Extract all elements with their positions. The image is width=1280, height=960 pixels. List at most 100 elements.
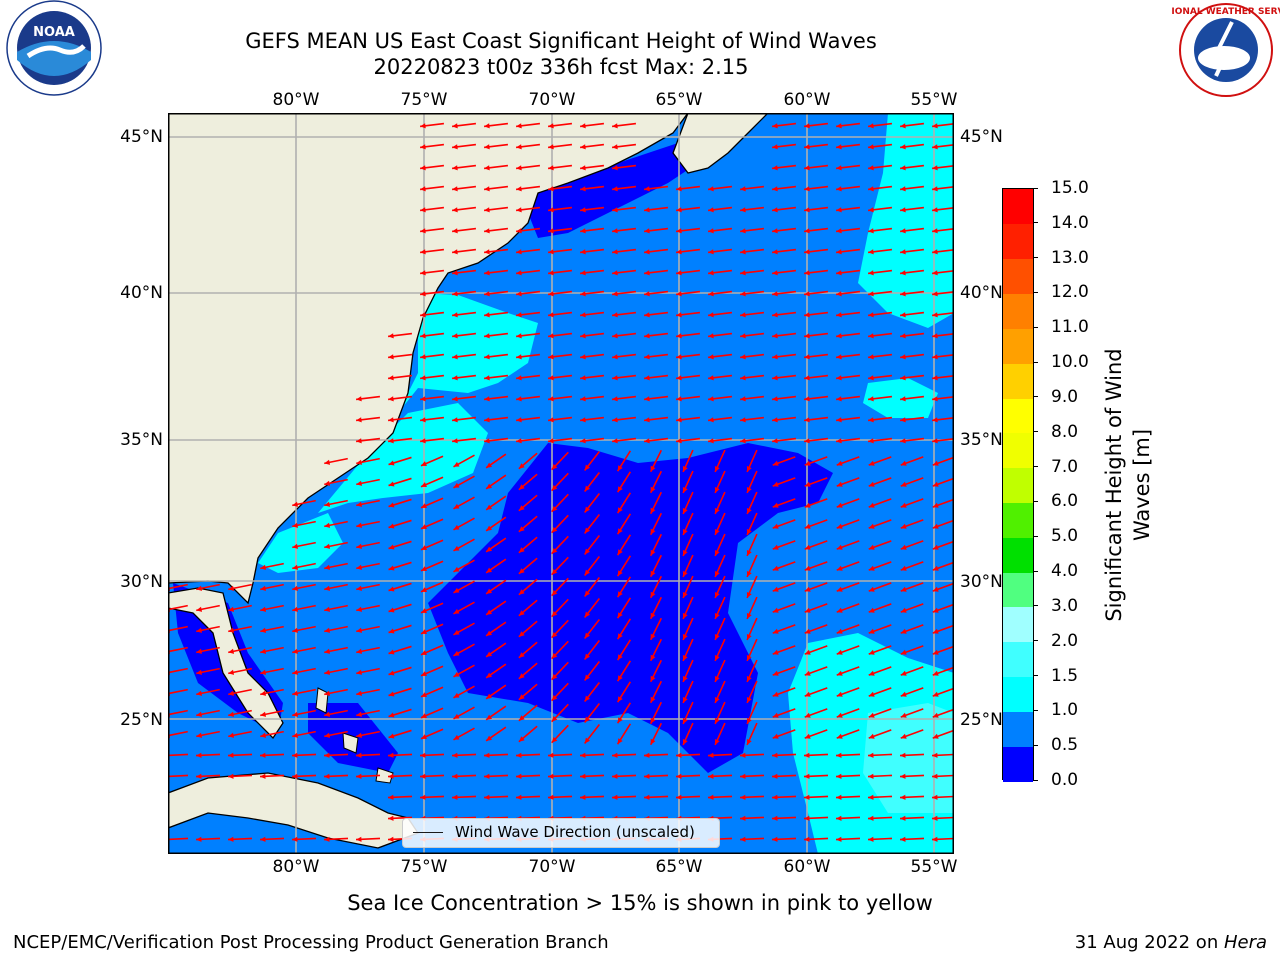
legend-label: Wind Wave Direction (unscaled) xyxy=(455,823,695,841)
wave-arrow-head xyxy=(836,186,842,192)
wave-arrow-head xyxy=(676,270,682,276)
wave-arrow-head xyxy=(804,417,810,423)
wave-arrow-head xyxy=(420,207,426,213)
colorbar-band xyxy=(1003,432,1033,469)
wave-arrow-head xyxy=(518,652,525,658)
wave-arrow-head xyxy=(260,648,267,654)
wave-arrow-head xyxy=(804,649,811,655)
wave-arrow-head xyxy=(932,502,939,508)
wave-arrow-head xyxy=(388,502,395,508)
wave-arrow-head xyxy=(772,312,778,318)
wave-arrow-head xyxy=(260,627,267,633)
wave-arrow-head xyxy=(453,524,460,530)
wave-arrow-head xyxy=(388,733,395,739)
wave-arrow-head xyxy=(900,502,907,508)
wave-arrow-head xyxy=(484,144,490,150)
wave-arrow-head xyxy=(356,648,363,654)
wave-arrow-head xyxy=(484,291,490,297)
wave-arrow-head xyxy=(740,836,746,842)
wave-arrow-head xyxy=(484,375,490,381)
wave-arrow-head xyxy=(516,417,522,423)
wave-arrow-head xyxy=(612,752,618,758)
wave-arrow-head xyxy=(324,711,331,717)
wave-arrow-head xyxy=(196,648,203,654)
wave-arrow-head xyxy=(868,836,874,842)
wave-arrow-head xyxy=(580,270,586,276)
wave-arrow-head xyxy=(740,375,746,381)
wave-arrow-head xyxy=(292,627,299,633)
lat-right-30n: 30°N xyxy=(960,572,1003,592)
wave-arrow-head xyxy=(836,523,843,529)
lon-top-80w: 80°W xyxy=(272,90,320,110)
colorbar-tick-mark xyxy=(1033,466,1038,468)
wave-arrow-head xyxy=(868,396,874,402)
wave-arrow-head xyxy=(453,587,460,593)
colorbar-tick-mark xyxy=(1033,535,1038,537)
wave-arrow-head xyxy=(420,375,426,381)
wave-arrow-head xyxy=(836,165,842,171)
colorbar-band xyxy=(1003,711,1033,747)
wave-arrow-head xyxy=(772,354,778,360)
noaa-logo: NOAA xyxy=(0,0,110,100)
wave-arrow-head xyxy=(676,354,682,360)
wave-arrow-head xyxy=(324,752,330,758)
wave-arrow-head xyxy=(836,649,843,655)
wave-arrow-head xyxy=(746,612,752,619)
wave-arrow-head xyxy=(650,549,656,556)
wave-arrow-head xyxy=(196,627,203,633)
wave-arrow-head xyxy=(518,526,525,532)
wave-arrow-head xyxy=(551,505,558,512)
wave-arrow-head xyxy=(420,461,427,466)
wave-arrow-head xyxy=(388,523,395,529)
wave-arrow-head xyxy=(292,752,298,758)
wave-arrow-head xyxy=(932,586,939,592)
wave-arrow-head xyxy=(356,606,363,612)
wave-arrow-head xyxy=(836,628,843,634)
wave-arrow-head xyxy=(484,270,490,276)
wave-arrow-head xyxy=(772,523,779,529)
wave-arrow-head xyxy=(584,485,591,492)
wave-arrow-head xyxy=(356,836,362,842)
wave-arrow-head xyxy=(548,354,554,360)
map-border xyxy=(168,113,954,854)
wave-arrow-head xyxy=(746,507,752,514)
wave-arrow-head xyxy=(260,669,267,675)
wave-arrow-head xyxy=(324,606,331,612)
wave-arrow-head xyxy=(836,249,842,255)
wave-arrow-head xyxy=(708,354,714,360)
wave-arrow-head xyxy=(584,737,591,744)
wave-arrow-head xyxy=(420,734,427,739)
footer-branch: NCEP/EMC/Verification Post Processing Pr… xyxy=(13,932,609,953)
colorbar-tick-label: 10.0 xyxy=(1051,352,1089,373)
wave-arrow-head xyxy=(932,544,939,550)
wave-arrow-head xyxy=(650,507,656,514)
wave-arrow-head xyxy=(452,438,458,444)
wave-arrow-head xyxy=(644,438,650,444)
wave-arrow-head xyxy=(900,565,907,571)
wave-arrow-head xyxy=(617,507,623,514)
wave-arrow-head xyxy=(836,544,843,550)
wave-arrow-head xyxy=(580,249,586,255)
lon-bottom-80w: 80°W xyxy=(272,857,320,877)
wave-arrow-head xyxy=(580,773,586,779)
wave-arrow-head xyxy=(650,486,656,493)
wave-arrow-head xyxy=(746,486,752,493)
wave-arrow-head xyxy=(420,354,426,360)
wave-arrow-head xyxy=(388,628,395,634)
wave-arrow-head xyxy=(580,752,586,758)
wave-arrow-head xyxy=(932,249,938,255)
wave-arrow-head xyxy=(388,375,394,381)
wave-arrow-head xyxy=(228,585,235,591)
wave-arrow-head xyxy=(356,522,363,528)
wave-arrow-head xyxy=(518,673,525,679)
wave-arrow-head xyxy=(932,712,939,718)
wave-arrow-head xyxy=(804,207,810,213)
wave-arrow-head xyxy=(772,502,779,508)
wave-arrow-head xyxy=(484,354,490,360)
colorbar-label-line1: Significant Height of Wind xyxy=(1102,348,1126,622)
wave-arrow-head xyxy=(714,549,720,556)
noaa-logo-text: NOAA xyxy=(33,25,75,40)
wave-arrow-head xyxy=(708,207,714,213)
colorbar-band xyxy=(1003,189,1033,225)
wave-arrow-head xyxy=(292,836,298,842)
